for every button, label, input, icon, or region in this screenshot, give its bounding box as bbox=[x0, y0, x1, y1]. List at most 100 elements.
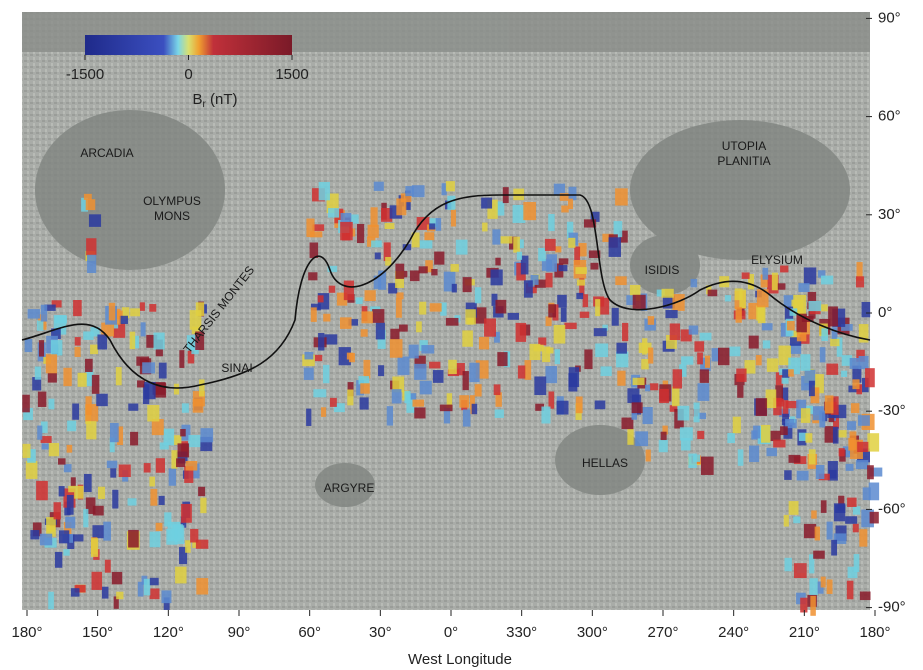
anomaly-patch bbox=[92, 525, 103, 538]
anomaly-patch bbox=[772, 273, 778, 291]
anomaly-patch bbox=[700, 369, 709, 383]
anomaly-patch bbox=[63, 549, 69, 556]
anomaly-patch bbox=[58, 458, 66, 464]
anomaly-patch bbox=[688, 454, 696, 468]
region-label: ARCADIA bbox=[80, 146, 133, 160]
latitude-tick-label: -90° bbox=[878, 599, 906, 616]
anomaly-patch bbox=[725, 295, 731, 301]
anomaly-patch bbox=[859, 529, 867, 547]
anomaly-patch bbox=[128, 530, 139, 548]
anomaly-patch bbox=[200, 428, 213, 442]
anomaly-patch bbox=[595, 299, 600, 316]
anomaly-patch bbox=[398, 357, 410, 375]
anomaly-patch bbox=[159, 496, 165, 505]
anomaly-patch bbox=[128, 404, 138, 411]
anomaly-patch bbox=[378, 365, 384, 376]
anomaly-patch bbox=[26, 461, 38, 479]
anomaly-patch bbox=[22, 395, 30, 413]
anomaly-patch bbox=[569, 187, 577, 200]
anomaly-patch bbox=[694, 403, 700, 423]
anomaly-patch bbox=[568, 238, 575, 248]
anomaly-patch bbox=[59, 486, 65, 496]
anomaly-patch bbox=[429, 223, 435, 229]
anomaly-patch bbox=[736, 307, 742, 323]
anomaly-patch bbox=[40, 534, 52, 546]
anomaly-patch bbox=[854, 554, 860, 572]
anomaly-patch bbox=[794, 563, 807, 578]
anomaly-patch bbox=[859, 356, 869, 369]
anomaly-patch bbox=[73, 300, 82, 316]
anomaly-patch bbox=[612, 308, 619, 326]
anomaly-patch bbox=[37, 321, 43, 331]
anomaly-patch bbox=[524, 280, 533, 297]
anomaly-patch bbox=[853, 524, 859, 533]
anomaly-patch bbox=[112, 490, 118, 509]
anomaly-patch bbox=[363, 360, 370, 379]
anomaly-patch bbox=[414, 407, 425, 418]
anomaly-patch bbox=[697, 431, 704, 439]
anomaly-patch bbox=[727, 433, 735, 443]
anomaly-patch bbox=[48, 592, 54, 610]
longitude-tick-label: 150° bbox=[82, 624, 113, 641]
anomaly-patch bbox=[385, 223, 395, 229]
anomaly-patch bbox=[788, 369, 794, 376]
anomaly-patch bbox=[161, 590, 171, 603]
x-axis-title: West Longitude bbox=[408, 651, 512, 668]
anomaly-patch bbox=[419, 302, 426, 315]
anomaly-patch bbox=[48, 399, 54, 410]
anomaly-patch bbox=[84, 474, 92, 492]
anomaly-patch bbox=[41, 305, 47, 322]
anomaly-patch bbox=[594, 328, 607, 336]
anomaly-patch bbox=[568, 199, 573, 209]
anomaly-patch bbox=[641, 359, 648, 369]
region-label: SINAI bbox=[221, 361, 252, 375]
anomaly-patch bbox=[756, 355, 762, 365]
anomaly-patch bbox=[385, 257, 391, 266]
anomaly-patch bbox=[633, 378, 645, 385]
longitude-tick-label: 0° bbox=[444, 624, 458, 641]
anomaly-patch bbox=[809, 449, 816, 464]
region-label: ISIDIS bbox=[645, 263, 680, 277]
anomaly-patch bbox=[90, 345, 98, 355]
anomaly-patch bbox=[140, 302, 145, 311]
anomaly-patch bbox=[306, 409, 311, 426]
anomaly-patch bbox=[97, 334, 107, 349]
anomaly-patch bbox=[357, 224, 364, 243]
anomaly-patch bbox=[555, 246, 561, 252]
anomaly-patch bbox=[475, 287, 481, 303]
anomaly-patch bbox=[670, 323, 680, 340]
anomaly-patch bbox=[361, 329, 368, 337]
anomaly-patch bbox=[181, 504, 192, 523]
anomaly-patch bbox=[110, 468, 116, 477]
anomaly-patch bbox=[729, 347, 740, 357]
region-label-line: HELLAS bbox=[582, 456, 628, 470]
anomaly-patch bbox=[862, 302, 871, 317]
anomaly-patch bbox=[801, 408, 810, 423]
anomaly-patch bbox=[116, 592, 123, 600]
anomaly-patch bbox=[372, 309, 384, 323]
anomaly-patch bbox=[304, 368, 314, 380]
anomaly-patch bbox=[831, 540, 837, 556]
anomaly-patch bbox=[160, 442, 169, 449]
anomaly-patch bbox=[96, 394, 108, 406]
anomaly-patch bbox=[495, 258, 500, 266]
anomaly-patch bbox=[800, 598, 807, 613]
latitude-tick-label: -60° bbox=[878, 500, 906, 517]
anomaly-patch bbox=[609, 237, 621, 257]
anomaly-patch bbox=[813, 551, 825, 559]
anomaly-patch bbox=[793, 516, 800, 523]
anomaly-patch bbox=[179, 350, 184, 368]
anomaly-patch bbox=[827, 579, 833, 593]
anomaly-patch bbox=[185, 540, 191, 553]
anomaly-patch bbox=[360, 383, 370, 393]
anomaly-patch bbox=[787, 321, 795, 331]
anomaly-patch bbox=[156, 523, 163, 531]
anomaly-patch bbox=[147, 405, 159, 421]
longitude-tick-label: 90° bbox=[228, 624, 251, 641]
anomaly-patch bbox=[83, 331, 93, 339]
anomaly-patch bbox=[420, 381, 432, 395]
anomaly-patch bbox=[857, 442, 868, 452]
anomaly-patch bbox=[616, 352, 628, 368]
anomaly-patch bbox=[92, 375, 99, 394]
